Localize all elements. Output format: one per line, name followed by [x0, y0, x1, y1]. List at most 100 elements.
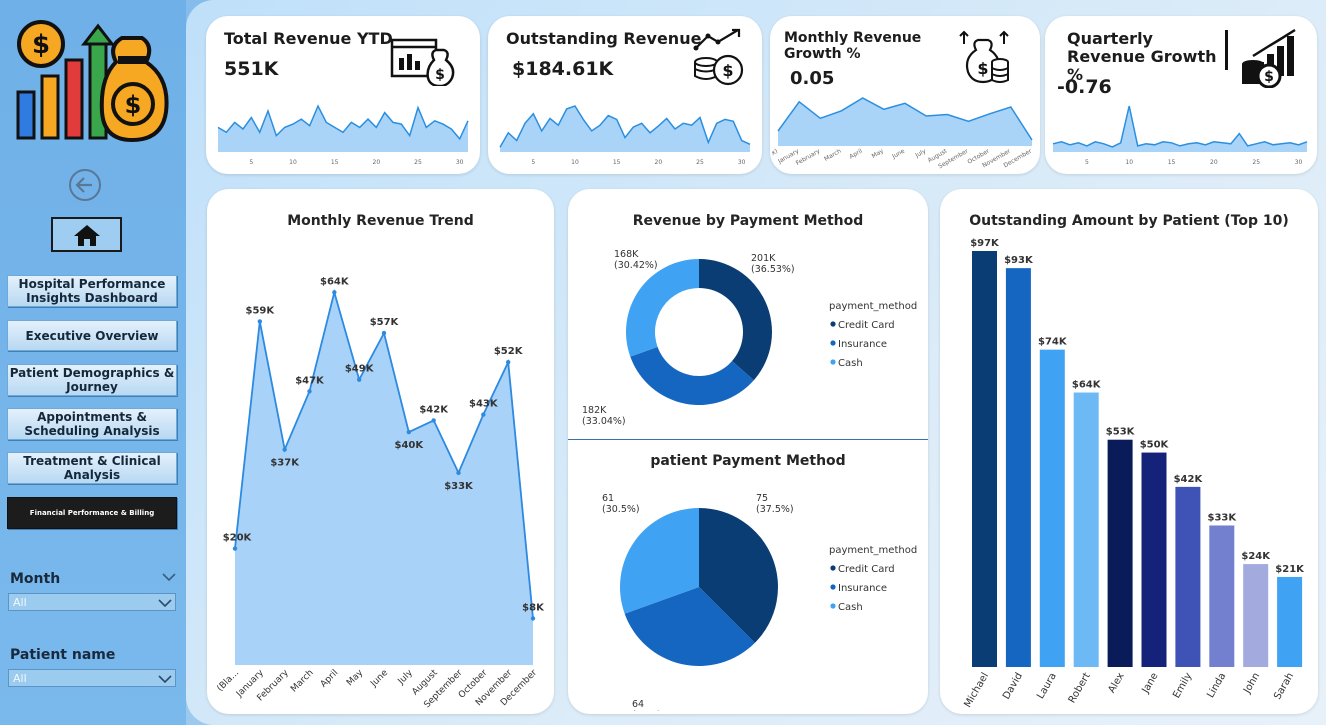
legend-marker	[830, 340, 836, 346]
kpi-title: Quarterly Revenue Growth %	[1067, 29, 1217, 84]
legend-item: Credit Card	[838, 320, 895, 331]
data-label: $57K	[370, 317, 400, 328]
bar-label: $97K	[970, 238, 1000, 249]
trend-point	[332, 290, 337, 295]
divider	[1225, 30, 1228, 70]
x-tick-label: Robert	[1067, 671, 1093, 705]
legend-item: Cash	[838, 602, 863, 613]
svg-text:$: $	[32, 30, 50, 60]
x-tick-label: 15	[1168, 159, 1176, 166]
pie-slice	[626, 259, 699, 357]
bar-label: $50K	[1140, 440, 1170, 451]
kpi-outstanding-revenue-card[interactable]: Outstanding Revenue $184.61K $ 5 10 15 20 25…	[488, 16, 762, 174]
month-filter-label: Month	[10, 571, 61, 587]
x-tick-label: 15	[331, 159, 339, 166]
kpi-total-revenue-card[interactable]: Total Revenue YTD 551K $ 5 10 15 20 25 30	[206, 16, 480, 174]
bar	[1243, 564, 1269, 667]
x-tick-label: 20	[1210, 159, 1218, 166]
trend-point	[282, 447, 287, 452]
data-label: $59K	[246, 305, 276, 316]
legend-marker	[830, 565, 836, 571]
data-label: $49K	[345, 364, 375, 375]
month-filter-dropdown[interactable]: All	[8, 593, 176, 611]
svg-text:$: $	[125, 91, 142, 119]
slice-label-percent: (37.5%)	[756, 504, 794, 515]
nav-financial-performance[interactable]: Financial Performance & Billing	[7, 497, 177, 529]
x-tick-label: July	[396, 668, 416, 688]
patient-filter-dropdown[interactable]: All	[8, 669, 176, 687]
bar-label: $33K	[1207, 512, 1237, 523]
bar	[1039, 349, 1065, 667]
svg-text:$: $	[977, 59, 988, 78]
bar	[1005, 268, 1031, 667]
trend-point	[232, 546, 238, 551]
divider	[568, 439, 928, 440]
patient-filter-value: All	[13, 672, 27, 685]
svg-text:$: $	[722, 61, 733, 80]
bar-label: $42K	[1174, 474, 1204, 485]
nav-patient-demographics[interactable]: Patient Demographics & Journey	[7, 364, 177, 396]
data-label: $42K	[419, 404, 449, 415]
x-tick-label: April	[319, 668, 341, 690]
x-tick-label: 5	[531, 159, 535, 166]
x-tick-label: 5	[249, 159, 253, 166]
sparkline-area	[1053, 106, 1307, 152]
trend-point	[505, 359, 511, 365]
patient-filter-label: Patient name	[10, 647, 116, 663]
monthly-revenue-trend-card[interactable]: Monthly Revenue Trend $20K (Bla... $59K Jan…	[207, 189, 554, 714]
bar-label: $74K	[1038, 337, 1068, 348]
home-button[interactable]	[51, 217, 122, 252]
x-tick-label: 5	[1085, 159, 1089, 166]
pie-slice	[630, 346, 754, 405]
payment-method-card[interactable]: Revenue by Payment Method 201K (36.53%) 18…	[568, 189, 928, 714]
kpi-monthly-growth-card[interactable]: Monthly Revenue Growth % 0.05 $ (Blank) J…	[770, 16, 1040, 174]
bar	[1141, 452, 1167, 667]
x-tick-label: John	[1241, 671, 1262, 696]
slice-label-percent: (33.04%)	[582, 416, 626, 427]
legend-item: Insurance	[838, 339, 887, 350]
nav-hospital-performance[interactable]: Hospital Performance Insights Dashboard	[7, 275, 177, 307]
sidebar: $ $ Hospital Performance Insights Dashbo…	[0, 0, 186, 725]
x-tick-label: 30	[738, 159, 746, 166]
nav-treatment-clinical[interactable]: Treatment & Clinical Analysis	[7, 452, 177, 484]
data-label: $8K	[522, 602, 545, 613]
kpi-value: -0.76	[1057, 76, 1112, 98]
sparkline-line	[499, 105, 751, 148]
legend-item: Insurance	[838, 583, 887, 594]
back-arrow-icon[interactable]	[68, 168, 102, 202]
bar	[1277, 576, 1303, 667]
bar-label: $93K	[1004, 255, 1034, 266]
kpi-title: Total Revenue YTD	[224, 29, 393, 48]
nav-executive-overview[interactable]: Executive Overview	[7, 320, 177, 351]
pie-slice	[699, 508, 778, 643]
x-tick-label: June	[890, 148, 906, 161]
coins-growth-icon: $	[693, 28, 744, 86]
money-bag-coins-icon: $	[959, 30, 1009, 84]
x-tick-label: Michael	[962, 671, 991, 710]
trend-point	[381, 330, 387, 336]
trend-point	[481, 412, 486, 417]
chevron-down-icon	[158, 675, 172, 684]
x-tick-label: 25	[414, 159, 422, 166]
x-tick-label: April	[848, 148, 864, 161]
coins-bar-growth-icon: $	[1242, 28, 1296, 88]
outstanding-by-patient-card[interactable]: Outstanding Amount by Patient (Top 10) $…	[940, 189, 1318, 714]
chevron-down-icon[interactable]	[162, 572, 176, 582]
x-tick-label: 30	[456, 159, 464, 166]
x-tick-label: 10	[289, 159, 297, 166]
slice-label-value: 75	[756, 493, 768, 504]
bar-label: $21K	[1275, 564, 1305, 575]
legend-item: Cash	[838, 358, 863, 369]
nav-appointments-scheduling[interactable]: Appointments & Scheduling Analysis	[7, 408, 177, 440]
legend-marker	[830, 584, 836, 590]
kpi-quarterly-growth-card[interactable]: Quarterly Revenue Growth % -0.76 $ 5 10 15…	[1045, 16, 1317, 174]
slice-label-value: 182K	[582, 405, 607, 416]
x-tick-label: 30	[1295, 159, 1303, 166]
x-tick-label: 10	[1125, 159, 1133, 166]
bar	[1107, 439, 1133, 667]
data-label: $64K	[320, 276, 350, 287]
bar-label: $24K	[1241, 551, 1271, 562]
pie-slice	[620, 508, 699, 614]
x-tick-label: 20	[373, 159, 381, 166]
legend-marker	[830, 603, 836, 609]
